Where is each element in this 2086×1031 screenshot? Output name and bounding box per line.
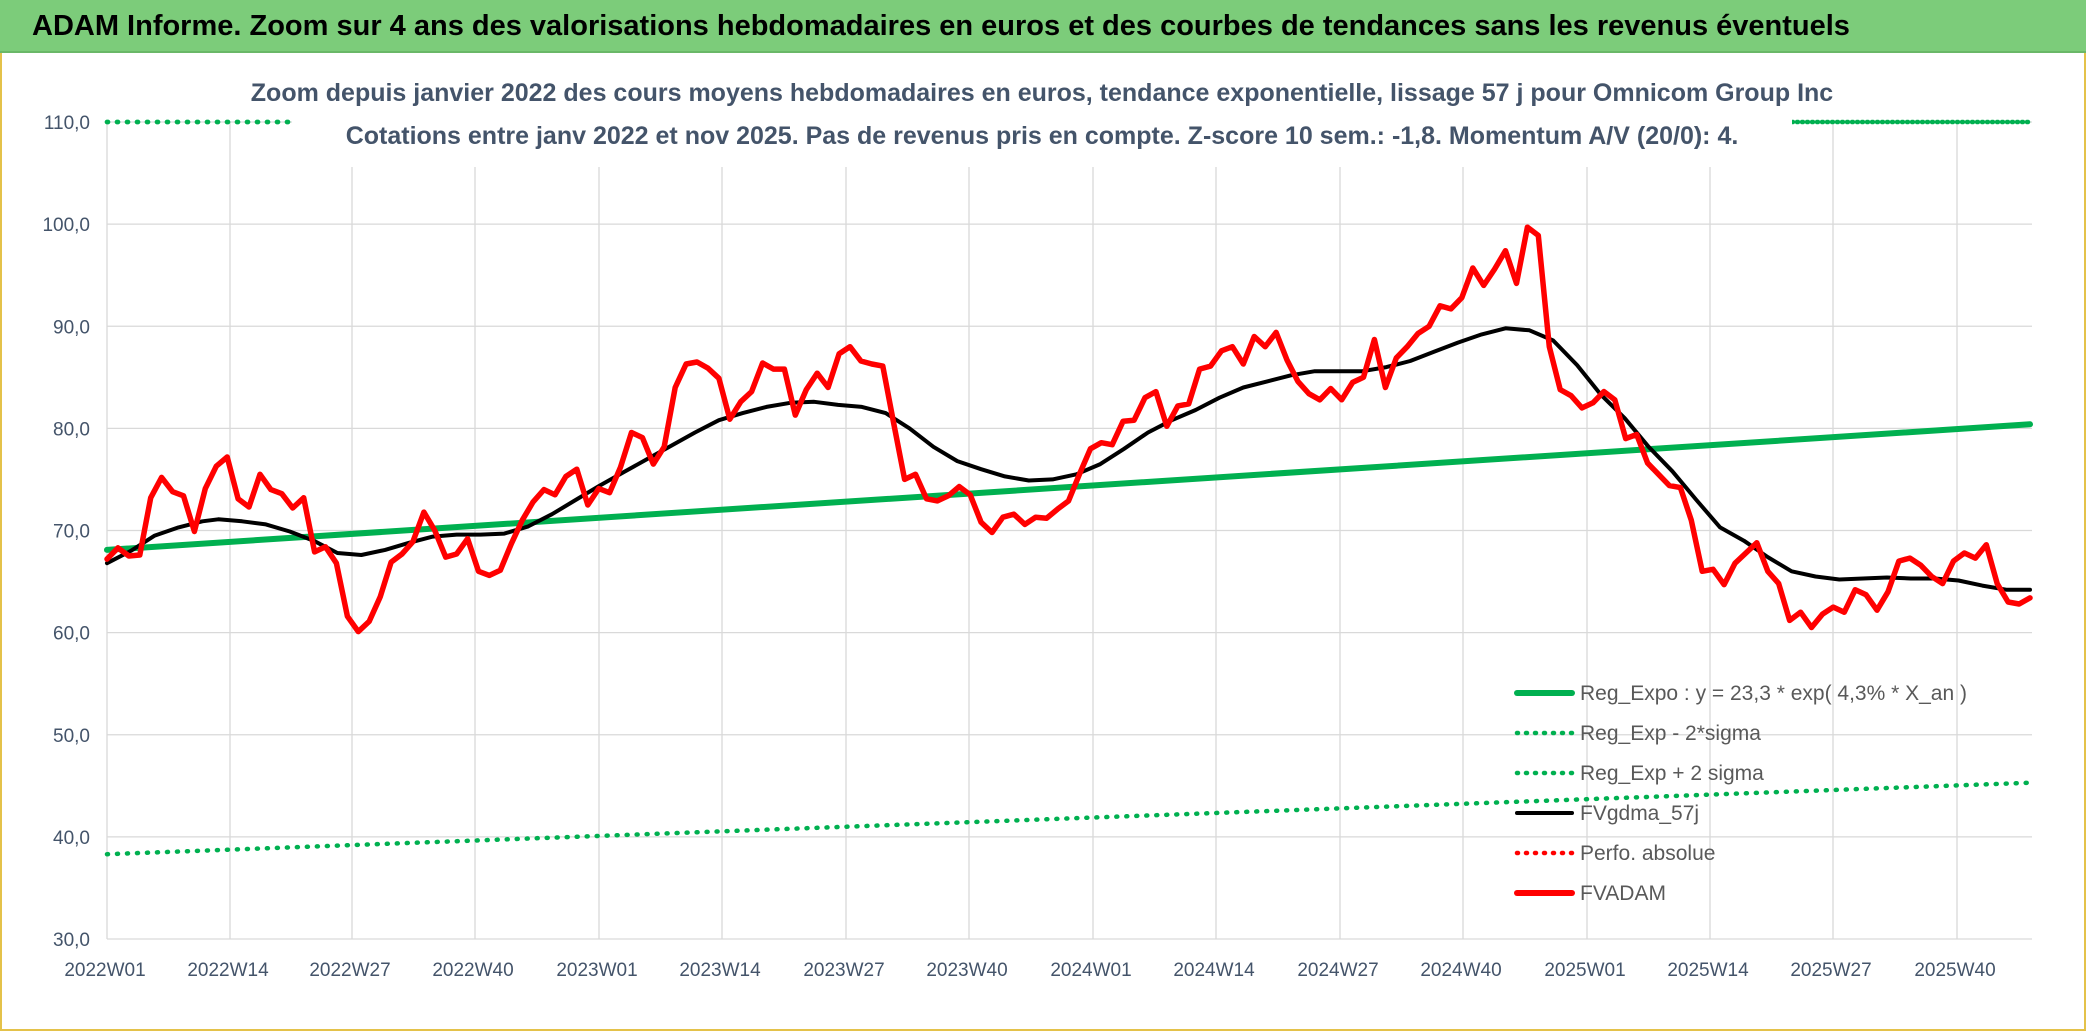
x-tick-label: 2022W14 [187, 960, 269, 981]
legend-label: Reg_Exp - 2*sigma [1580, 722, 1761, 745]
legend-label: Reg_Expo : y = 23,3 * exp( 4,3% * X_an ) [1580, 682, 1967, 705]
x-tick-label: 2024W40 [1420, 960, 1501, 981]
line-chart: 30,0 40,0 50,0 60,0 70,0 80,0 90,0 100,0 110,0 20… [42, 55, 2033, 981]
x-tick-label: 2024W01 [1050, 960, 1131, 981]
x-tick-label: 2024W14 [1173, 960, 1255, 981]
x-tick-label: 2023W27 [803, 960, 884, 981]
legend-label: FVADAM [1580, 882, 1666, 905]
legend: Reg_Expo : y = 23,3 * exp( 4,3% * X_an )… [1514, 682, 1967, 905]
y-tick-label: 60,0 [53, 624, 90, 645]
legend-label: Perfo. absolue [1580, 842, 1715, 865]
y-tick-label: 110,0 [44, 113, 90, 134]
legend-label: FVgdma_57j [1580, 802, 1699, 825]
x-tick-label: 2023W01 [556, 960, 637, 981]
y-tick-label: 30,0 [53, 930, 90, 951]
y-tick-label: 70,0 [53, 522, 90, 543]
legend-label: Reg_Exp + 2 sigma [1580, 762, 1764, 785]
x-tick-label: 2023W40 [926, 960, 1007, 981]
x-tick-label: 2022W27 [309, 960, 390, 981]
x-tick-label: 2022W01 [64, 960, 145, 981]
axes: 30,0 40,0 50,0 60,0 70,0 80,0 90,0 100,0 110,0 20… [42, 113, 1995, 981]
chart-frame: 30,0 40,0 50,0 60,0 70,0 80,0 90,0 100,0 110,0 20… [0, 53, 2086, 1031]
y-tick-label: 100,0 [42, 215, 90, 236]
series-fvgdma-57j-line [105, 326, 2032, 592]
title-background [292, 55, 1792, 167]
series-fvadam-line [104, 224, 2033, 635]
x-tick-label: 2023W14 [679, 960, 761, 981]
report-title: ADAM Informe. Zoom sur 4 ans des valoris… [0, 0, 2086, 53]
y-tick-label: 50,0 [53, 726, 90, 747]
grid [106, 121, 2032, 940]
y-tick-label: 80,0 [53, 419, 90, 440]
x-tick-label: 2025W01 [1544, 960, 1625, 981]
chart-title: Zoom depuis janvier 2022 des cours moyen… [251, 79, 1834, 107]
series-reg-expo-y-23-3-exp-4-3-x-an-line [104, 421, 2033, 553]
x-tick-label: 2024W27 [1297, 960, 1378, 981]
x-tick-label: 2025W14 [1667, 960, 1749, 981]
x-tick-label: 2025W27 [1790, 960, 1871, 981]
series-reg-exp-2-sigma-line [104, 780, 2033, 857]
y-tick-label: 90,0 [53, 317, 90, 338]
chart-subtitle: Cotations entre janv 2022 et nov 2025. P… [346, 122, 1739, 150]
y-tick-label: 40,0 [53, 828, 90, 849]
x-tick-label: 2022W40 [432, 960, 513, 981]
x-tick-label: 2025W40 [1914, 960, 1995, 981]
